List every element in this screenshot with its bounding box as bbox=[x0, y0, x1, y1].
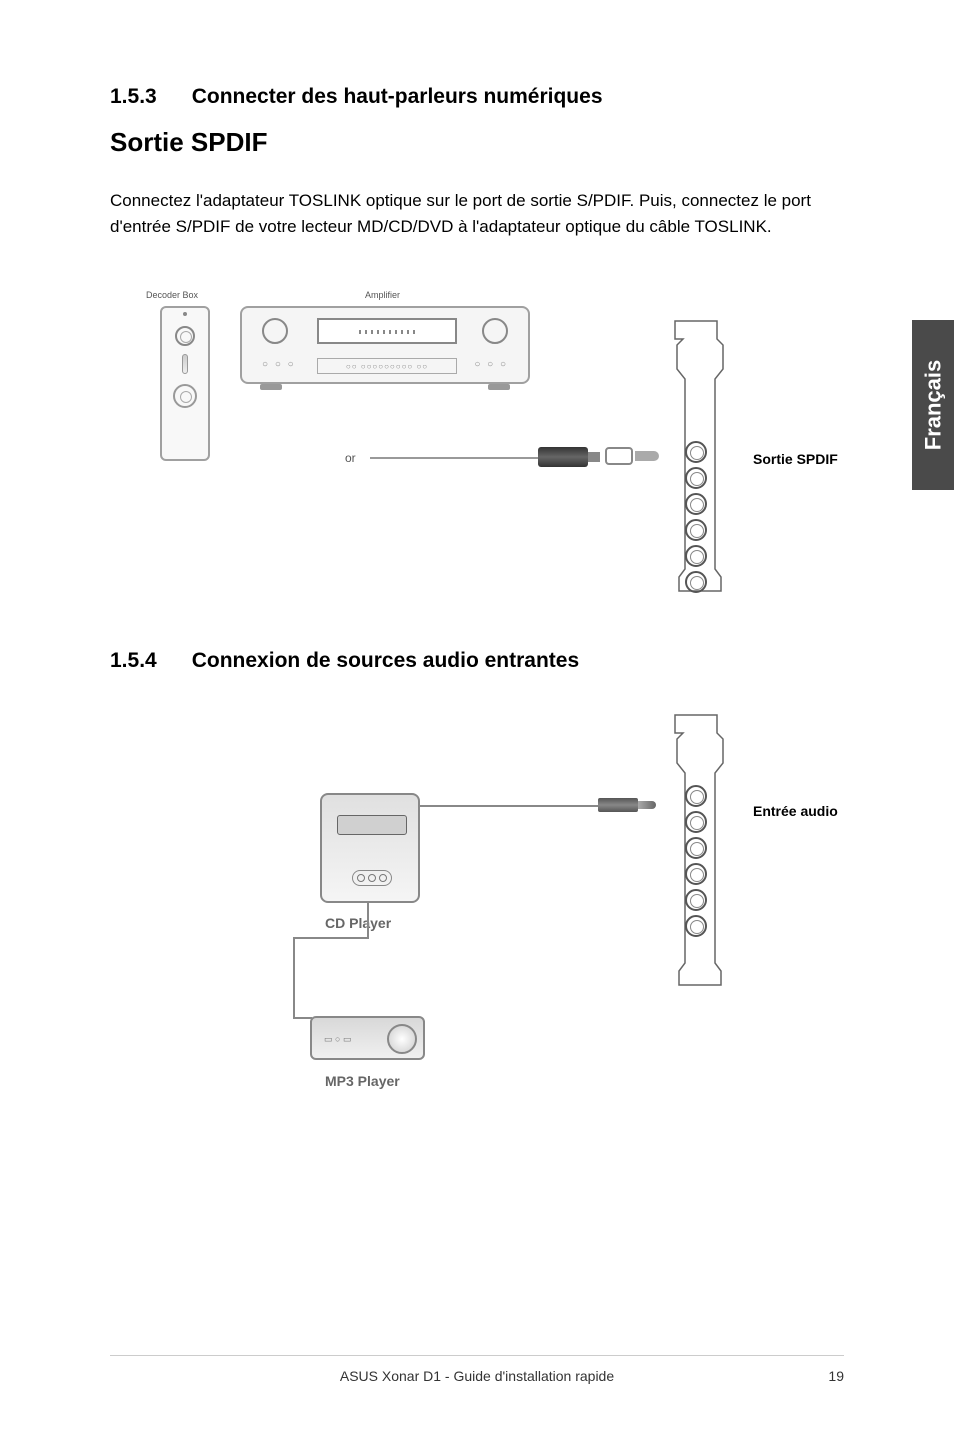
mp3-player-graphic: ▭ ○ ▭ bbox=[310, 1016, 425, 1060]
amp-foot-right bbox=[488, 384, 510, 390]
port-2 bbox=[685, 467, 707, 489]
decoder-knob-bottom bbox=[173, 384, 197, 408]
toslink-connector bbox=[538, 447, 588, 467]
spdif-port-label: Sortie SPDIF bbox=[753, 451, 838, 467]
section-title-spdif: Sortie SPDIF bbox=[110, 127, 844, 158]
connector-tip bbox=[635, 451, 659, 461]
cable-line bbox=[370, 457, 540, 459]
port-stack-1 bbox=[676, 437, 716, 597]
amp-ports-left: ○ ○ ○ bbox=[262, 359, 296, 370]
mp3-buttons: ▭ ○ ▭ bbox=[324, 1034, 351, 1045]
port-3 bbox=[685, 493, 707, 515]
amplifier-graphic: ○ ○ ○ ○○ ○○○○○○○○○ ○○ ○ ○ ○ bbox=[240, 306, 530, 384]
cd-btn-3 bbox=[379, 874, 387, 882]
cd-player-graphic bbox=[320, 793, 420, 903]
amp-display bbox=[317, 318, 457, 344]
port-4 bbox=[685, 519, 707, 541]
pci-bracket-2 bbox=[665, 713, 727, 993]
decoder-indicator bbox=[183, 312, 187, 316]
section-1-5-4-heading: 1.5.4 Connexion de sources audio entrant… bbox=[110, 649, 844, 673]
diagram-spdif-output: Decoder Box Amplifier ○ ○ ○ ○○ ○○○○○○○○○… bbox=[110, 279, 844, 609]
port-b3 bbox=[685, 837, 707, 859]
amplifier-label: Amplifier bbox=[365, 290, 400, 300]
mp3-wheel bbox=[387, 1024, 417, 1054]
section-body-text: Connectez l'adaptateur TOSLINK optique s… bbox=[110, 188, 844, 239]
amp-knob-left bbox=[262, 318, 288, 344]
page-number: 19 bbox=[804, 1368, 844, 1384]
footer-spacer bbox=[110, 1368, 150, 1384]
cd-btn-2 bbox=[368, 874, 376, 882]
language-label: Français bbox=[920, 360, 946, 451]
amp-ports-center: ○○ ○○○○○○○○○ ○○ bbox=[317, 358, 457, 374]
or-label: or bbox=[345, 451, 356, 465]
mp3-player-label: MP3 Player bbox=[325, 1073, 400, 1089]
port-b4 bbox=[685, 863, 707, 885]
optical-adapter bbox=[605, 447, 633, 465]
port-5 bbox=[685, 545, 707, 567]
port-b1 bbox=[685, 785, 707, 807]
port-6 bbox=[685, 571, 707, 593]
port-spdif-out bbox=[685, 441, 707, 463]
decoder-bar bbox=[182, 354, 188, 374]
language-side-tab: Français bbox=[912, 320, 954, 490]
audio-jack-connector bbox=[598, 798, 638, 812]
port-stack-2 bbox=[676, 781, 716, 941]
pci-bracket-1 bbox=[665, 319, 727, 599]
line-in-port-label: Entrée audio bbox=[753, 803, 838, 819]
cd-slot bbox=[337, 815, 407, 835]
page-footer: ASUS Xonar D1 - Guide d'installation rap… bbox=[110, 1355, 844, 1384]
section-1-5-3-heading: 1.5.3 Connecter des haut-parleurs numéri… bbox=[110, 85, 844, 109]
page-content: 1.5.3 Connecter des haut-parleurs numéri… bbox=[0, 0, 954, 1143]
cd-mp3-wire bbox=[290, 903, 410, 1033]
section-heading-text-2: Connexion de sources audio entrantes bbox=[192, 649, 579, 672]
amp-ports-right: ○ ○ ○ bbox=[474, 359, 508, 370]
decoder-box-label: Decoder Box bbox=[146, 290, 198, 300]
section-number: 1.5.3 bbox=[110, 85, 157, 108]
port-line-in bbox=[685, 811, 707, 833]
port-b6 bbox=[685, 915, 707, 937]
audio-cable-line bbox=[420, 805, 600, 807]
footer-title: ASUS Xonar D1 - Guide d'installation rap… bbox=[150, 1368, 804, 1384]
port-b5 bbox=[685, 889, 707, 911]
decoder-box-graphic bbox=[160, 306, 210, 461]
cd-controls bbox=[352, 870, 392, 886]
amp-foot-left bbox=[260, 384, 282, 390]
diagram-audio-input: CD Player ▭ ○ ▭ MP3 Player Entrée aud bbox=[110, 713, 844, 1143]
section-number-2: 1.5.4 bbox=[110, 649, 157, 672]
decoder-knob-top bbox=[175, 326, 195, 346]
cd-btn-1 bbox=[357, 874, 365, 882]
section-heading-text: Connecter des haut-parleurs numériques bbox=[192, 85, 603, 108]
amp-knob-right bbox=[482, 318, 508, 344]
